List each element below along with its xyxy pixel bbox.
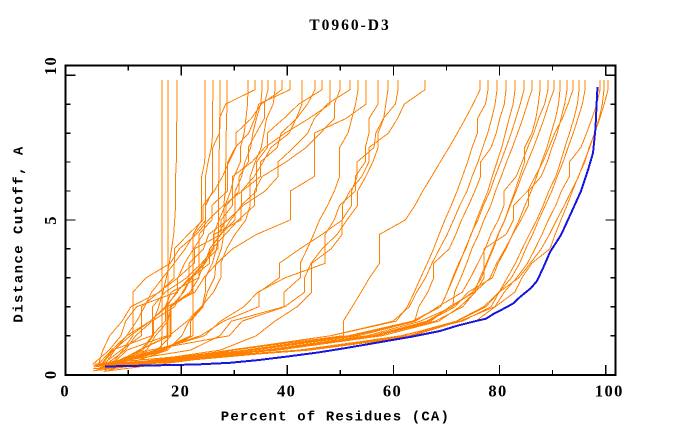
svg-text:Distance Cutoff, A: Distance Cutoff, A [12, 145, 28, 322]
svg-text:60: 60 [383, 381, 402, 400]
svg-text:0: 0 [60, 381, 70, 400]
svg-text:10: 10 [41, 56, 60, 75]
svg-text:5: 5 [41, 215, 60, 225]
svg-text:40: 40 [277, 381, 296, 400]
svg-text:T0960-D3: T0960-D3 [309, 17, 390, 34]
svg-text:100: 100 [595, 381, 624, 400]
svg-text:0: 0 [41, 369, 60, 379]
svg-text:20: 20 [171, 381, 190, 400]
svg-text:80: 80 [488, 381, 507, 400]
svg-text:Percent of Residues (CA): Percent of Residues (CA) [221, 409, 450, 425]
